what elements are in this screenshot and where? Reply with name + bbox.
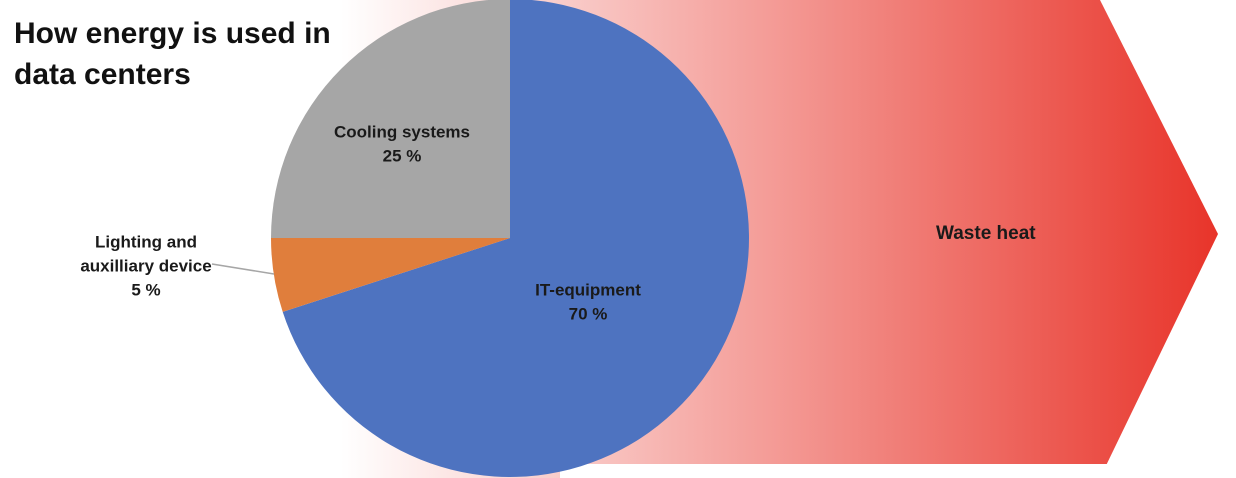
- pie-slices: [271, 0, 749, 477]
- slice-label-lighting-and-auxilliary-device-line-1: Lighting and: [95, 232, 197, 251]
- slice-label-lighting-and-auxilliary-device-line-2: auxilliary device: [80, 256, 211, 275]
- waste-heat-label: Waste heat: [936, 223, 1036, 244]
- pie-slice-it-equipment: [282, 0, 749, 477]
- chart-title: How energy is used in data centers: [14, 17, 331, 91]
- pie-labels: IT-equipment 70 % Lighting and auxilliary d…: [80, 122, 641, 323]
- slice-label-lighting-and-auxilliary-device-line-3: 5 %: [131, 280, 160, 299]
- slice-label-it-equipment-line-2: 70 %: [569, 304, 608, 323]
- pie-slice-cooling-systems: [271, 0, 510, 238]
- lighting-leader-line: [211, 263, 275, 275]
- slice-label-cooling-systems-line-2: 25 %: [383, 146, 422, 165]
- slice-label-it-equipment-line-1: IT-equipment: [535, 280, 641, 299]
- pie-slice-lighting-and-auxilliary-device: [271, 238, 510, 312]
- chart-title-line-2: data centers: [14, 58, 191, 91]
- slice-label-cooling-systems-line-1: Cooling systems: [334, 122, 470, 141]
- chart-title-line-1: How energy is used in: [14, 17, 331, 50]
- arrow-bottom-gap: [560, 464, 1120, 478]
